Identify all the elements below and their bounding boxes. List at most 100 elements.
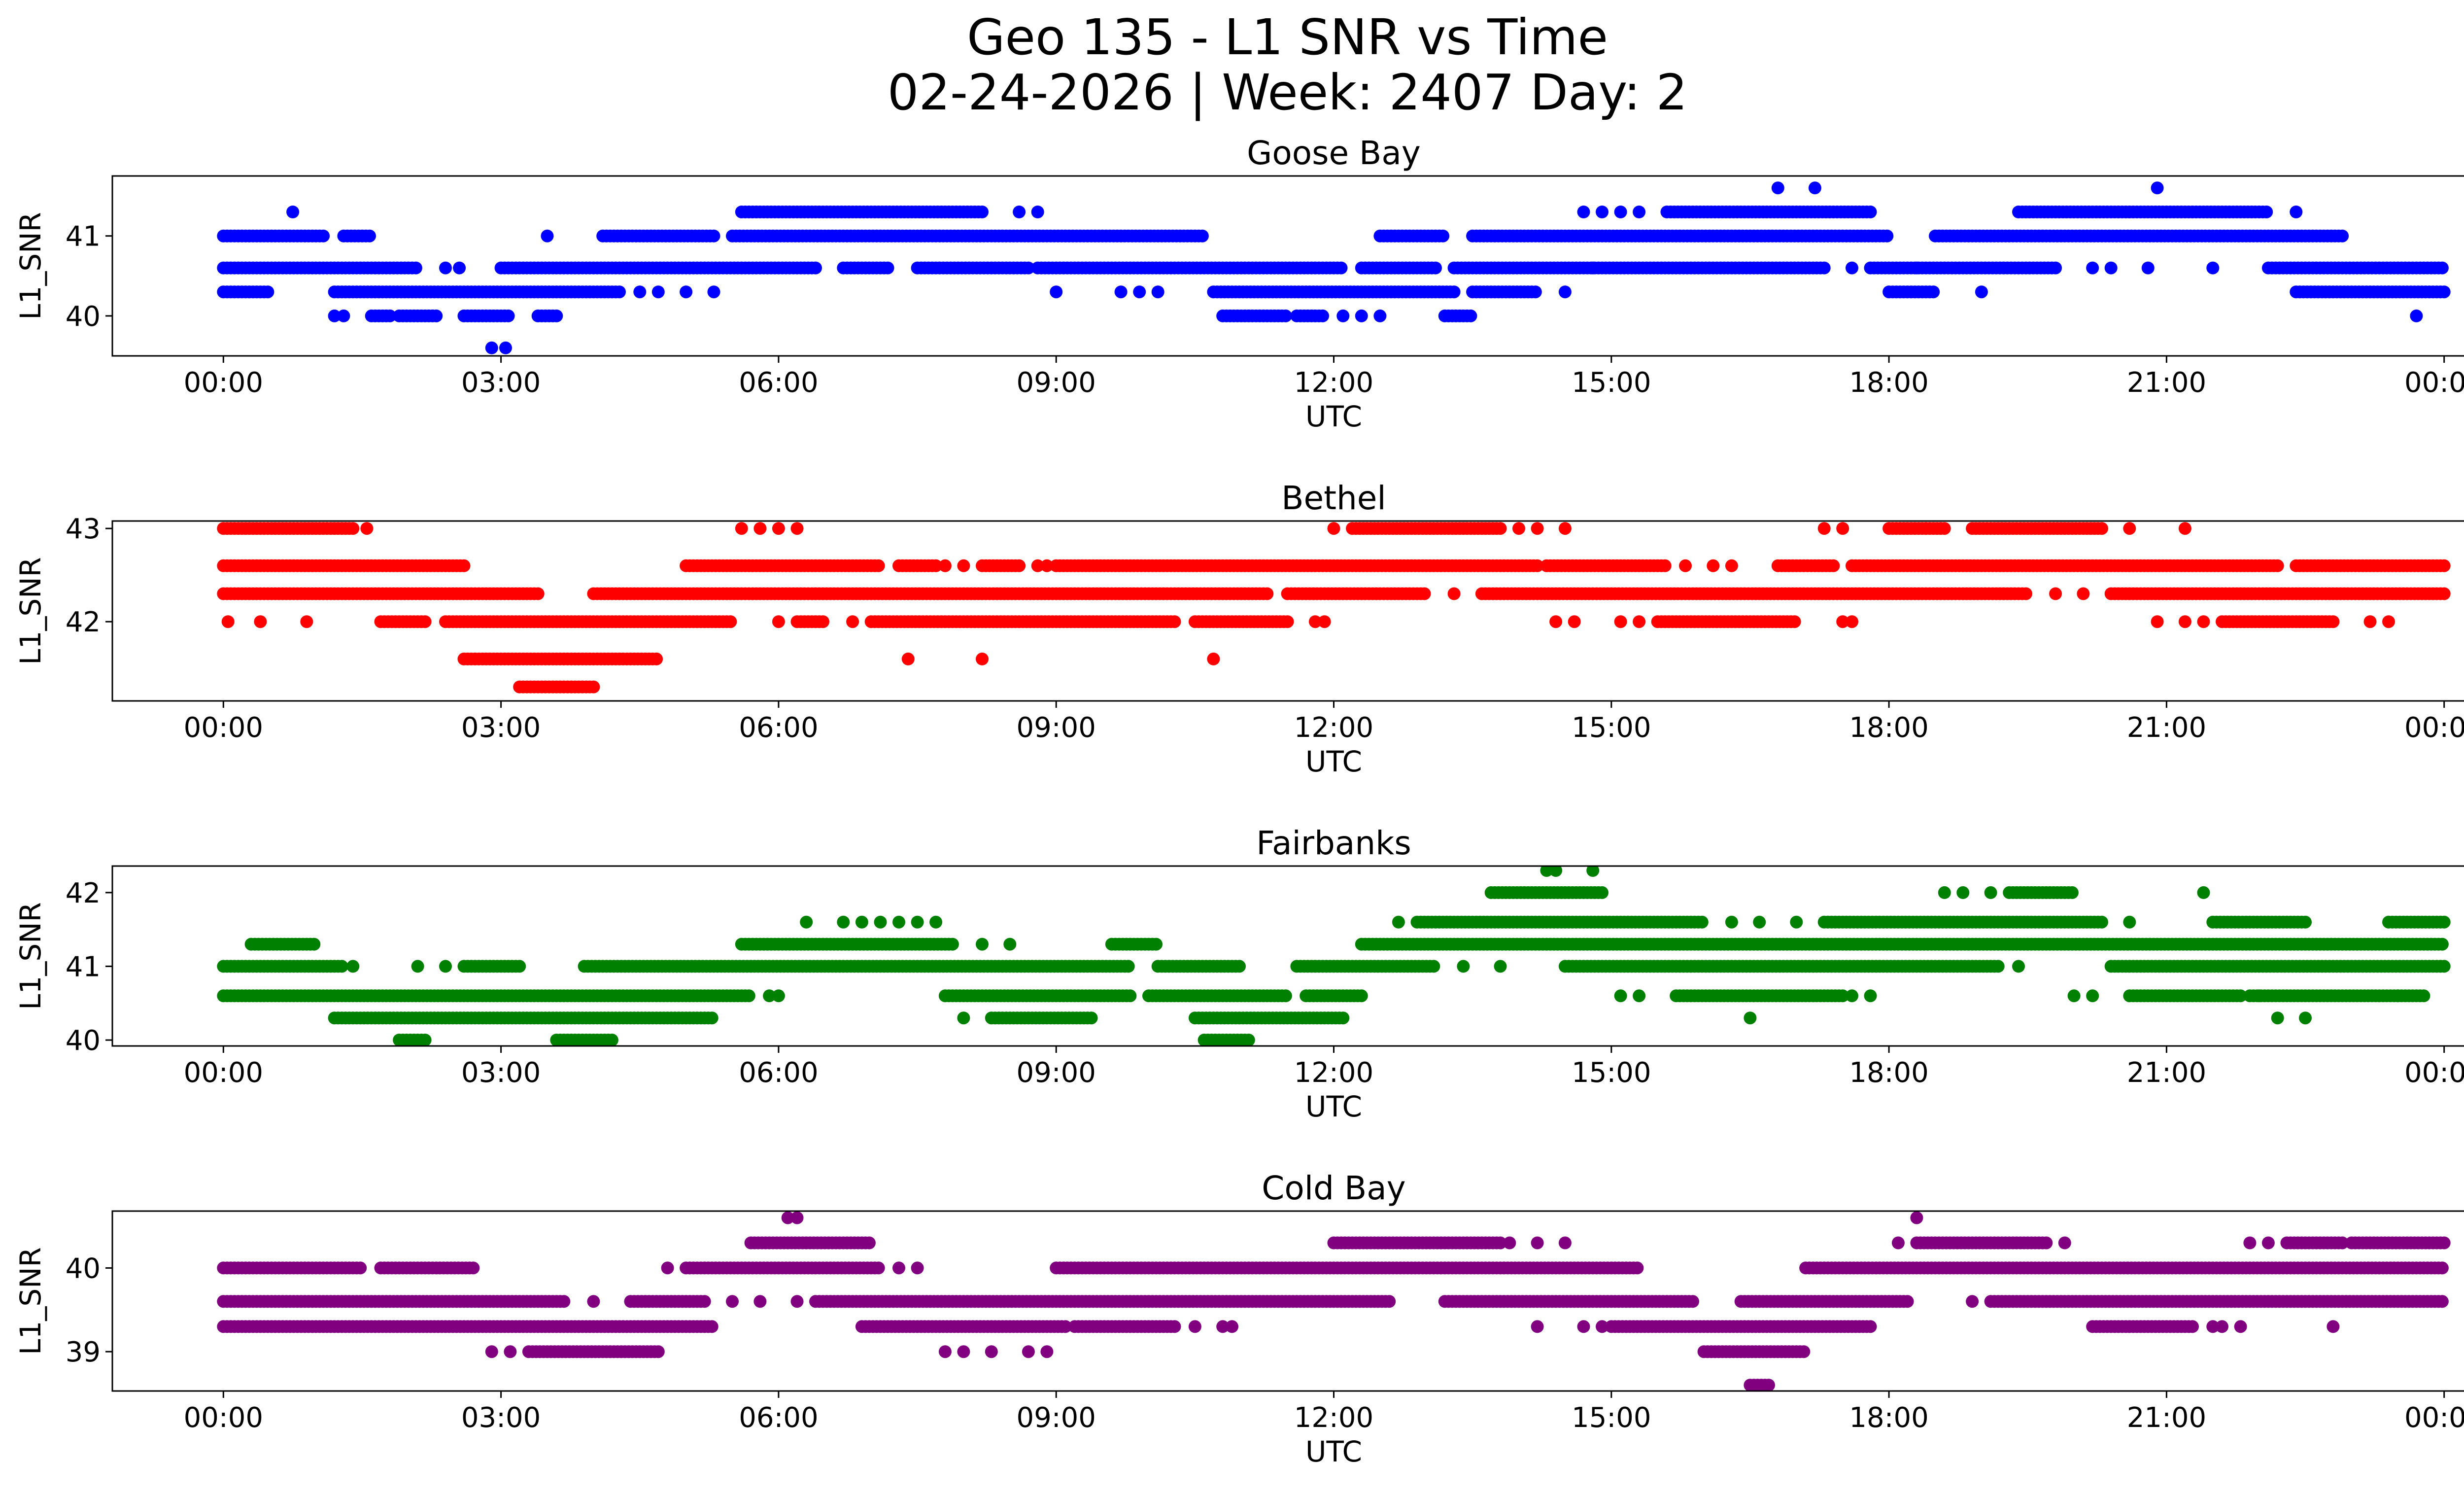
data-point (862, 1236, 876, 1250)
data-point (911, 915, 924, 929)
data-point (335, 960, 348, 973)
data-point (976, 652, 989, 665)
data-point (1050, 285, 1063, 299)
data-point (2299, 1011, 2312, 1025)
subplot-title: Cold Bay (1262, 1169, 1405, 1207)
data-point (2417, 989, 2430, 1003)
x-tick-label: 06:00 (739, 712, 818, 744)
data-point (957, 1011, 970, 1025)
data-point (1437, 229, 1450, 243)
data-point (1316, 309, 1329, 322)
data-point (2151, 615, 2164, 628)
data-point (2363, 615, 2377, 628)
data-point (1133, 285, 1146, 299)
data-point (2299, 915, 2312, 929)
data-point (651, 285, 665, 299)
figure-title-line-2: 02-24-2026 | Week: 2407 Day: 2 (887, 64, 1688, 121)
data-point (633, 285, 647, 299)
subplot-title: Fairbanks (1256, 824, 1411, 862)
data-point (1817, 522, 1831, 535)
data-point (1568, 615, 1581, 628)
x-tick-label: 00:00 (184, 1057, 263, 1089)
x-tick-label: 21:00 (2127, 1057, 2206, 1089)
y-tick-label: 41 (66, 951, 101, 983)
data-point (1531, 522, 1544, 535)
data-point (1279, 989, 1292, 1003)
data-point (1168, 615, 1181, 628)
data-point (286, 206, 300, 218)
data-point (874, 915, 887, 929)
data-point (2058, 1236, 2071, 1250)
data-point (929, 915, 943, 929)
data-point (1846, 261, 1858, 275)
data-point (2197, 886, 2210, 899)
x-tick-label: 18:00 (1849, 712, 1928, 744)
data-point (2271, 559, 2284, 572)
data-point (2437, 1236, 2451, 1250)
x-tick-label: 06:00 (739, 367, 818, 399)
data-point (1633, 615, 1646, 628)
data-point (2019, 587, 2032, 600)
subplot-title: Goose Bay (1247, 134, 1421, 172)
data-point (2437, 559, 2451, 572)
data-point (1864, 206, 1877, 218)
data-point (328, 309, 341, 322)
data-point (946, 938, 959, 951)
data-point (2243, 1236, 2257, 1250)
data-point (892, 915, 905, 929)
data-point (1122, 960, 1135, 973)
data-point (2435, 261, 2449, 275)
data-point (1427, 960, 1440, 973)
data-point (881, 261, 894, 275)
x-tick-label: 21:00 (2127, 712, 2206, 744)
data-point (2067, 989, 2081, 1003)
data-point (1150, 938, 1163, 951)
data-point (1336, 1011, 1350, 1025)
data-point (1494, 960, 1507, 973)
data-points (217, 866, 2451, 1046)
x-axis-label: UTC (1305, 745, 1362, 778)
data-point (1846, 615, 1858, 628)
data-point (680, 285, 693, 299)
data-point (809, 261, 822, 275)
y-tick-label: 40 (66, 1025, 101, 1057)
x-axis-label: UTC (1305, 1090, 1362, 1123)
data-point (513, 960, 526, 973)
data-point (957, 559, 970, 572)
data-point (1827, 559, 1840, 572)
data-point (1707, 559, 1720, 572)
data-point (2382, 615, 2395, 628)
data-point (261, 285, 274, 299)
y-tick-label: 41 (66, 221, 101, 253)
data-point (1207, 652, 1220, 665)
data-point (1881, 229, 1894, 243)
data-point (2271, 1011, 2284, 1025)
data-point (1984, 886, 1997, 899)
x-tick-label: 00:00 (2404, 712, 2464, 744)
data-point (800, 915, 813, 929)
x-tick-label: 15:00 (1572, 1057, 1651, 1089)
data-point (1196, 229, 1209, 243)
data-point (1633, 206, 1646, 218)
data-point (360, 522, 374, 535)
data-point (724, 615, 737, 628)
data-point (976, 206, 989, 218)
data-point (1808, 181, 1821, 195)
data-point (2095, 915, 2108, 929)
data-point (705, 1011, 719, 1025)
data-point (2437, 587, 2451, 600)
data-point (1355, 989, 1368, 1003)
data-point (1318, 615, 1331, 628)
x-tick-label: 00:00 (2404, 367, 2464, 399)
data-point (1031, 559, 1044, 572)
data-point (2123, 915, 2136, 929)
data-point (772, 989, 785, 1003)
figure-title-line-1: Geo 135 - L1 SNR vs Time (967, 8, 1608, 66)
data-point (1614, 206, 1627, 218)
data-point (742, 989, 755, 1003)
y-axis-label: L1_SNR (14, 557, 47, 665)
data-point (550, 309, 563, 322)
data-point (1586, 866, 1600, 877)
